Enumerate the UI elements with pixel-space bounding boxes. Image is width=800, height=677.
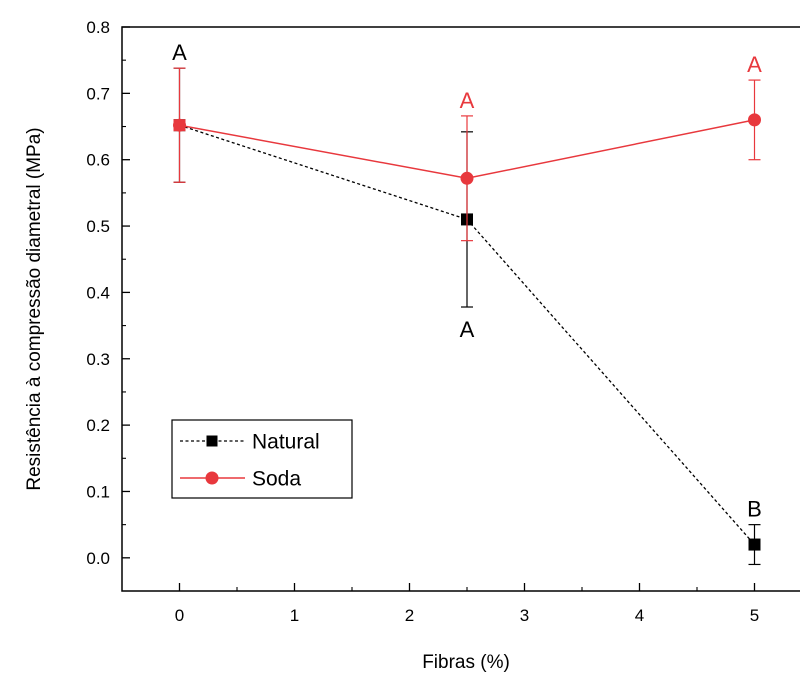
x-tick-label: 5 (750, 606, 759, 625)
legend: Natural Soda (171, 419, 353, 499)
data-point (748, 113, 761, 127)
y-tick-label: 0.6 (86, 151, 110, 170)
y-tick-label: 0.3 (86, 350, 110, 369)
y-tick-label: 0.2 (86, 416, 110, 435)
x-tick-label: 4 (635, 606, 644, 625)
y-tick-label: 0.0 (86, 549, 110, 568)
significance-label: A (172, 40, 187, 65)
x-tick-label: 1 (290, 606, 299, 625)
tick-labels: 0 1 2 3 4 5 0.0 0.1 0.2 0.3 0.4 0.5 0.6 0.7 0.8 (86, 18, 759, 625)
legend-natural-label: Natural (252, 431, 320, 454)
legend-natural-marker (206, 435, 218, 447)
y-tick-label: 0.1 (86, 482, 110, 501)
overlap-point (173, 119, 186, 132)
y-tick-label: 0.4 (86, 283, 110, 302)
y-tick-label: 0.5 (86, 217, 110, 236)
significance-label: B (747, 497, 762, 522)
x-axis-title: Fibras (%) (422, 652, 510, 673)
y-tick-label: 0.8 (86, 18, 110, 37)
y-axis-title: Resistência à compressão diametral (MPa) (24, 127, 45, 490)
series-soda: AA (173, 52, 762, 242)
legend-box (171, 419, 353, 499)
x-tick-label: 2 (405, 606, 414, 625)
significance-label: A (460, 317, 475, 342)
axis-ticks (122, 26, 756, 591)
data-point (460, 171, 474, 185)
legend-soda-marker (205, 471, 219, 485)
x-tick-label: 3 (520, 606, 529, 625)
significance-label: A (460, 88, 475, 113)
significance-label: A (747, 52, 762, 77)
y-tick-label: 0.7 (86, 84, 110, 103)
x-tick-label: 0 (175, 606, 184, 625)
legend-soda-label: Soda (252, 468, 301, 491)
data-point (748, 538, 761, 551)
